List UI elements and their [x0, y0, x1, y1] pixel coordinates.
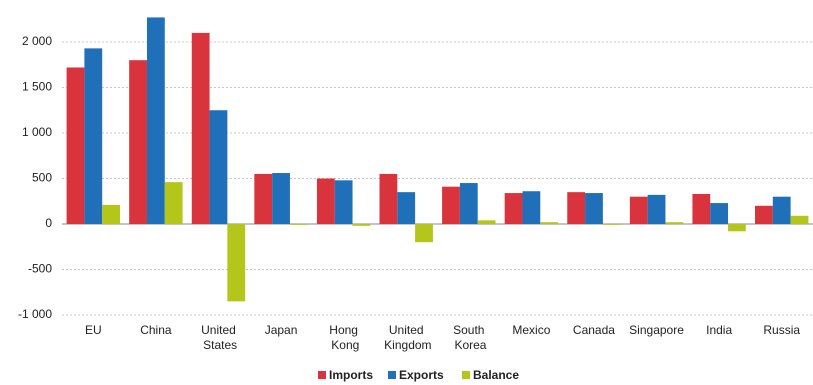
- legend-label: Balance: [473, 368, 519, 382]
- bar: [164, 182, 183, 224]
- x-tick-label: United States: [200, 323, 237, 352]
- bar: [209, 110, 228, 224]
- x-tick-label: China: [140, 323, 172, 337]
- legend-swatch: [318, 371, 326, 379]
- bar: [191, 32, 210, 225]
- bar: [442, 186, 460, 224]
- x-tick-label: EU: [85, 323, 102, 337]
- bar: [567, 192, 586, 224]
- bar: [790, 215, 809, 224]
- bar: [692, 193, 711, 224]
- bar: [397, 192, 416, 224]
- y-tick-label: -1 000: [18, 307, 52, 321]
- bar: [352, 224, 371, 226]
- bar: [585, 193, 603, 224]
- bar: [316, 178, 335, 224]
- x-tick-label: Singapore: [629, 323, 684, 337]
- bar: [129, 60, 147, 225]
- bar: [459, 183, 478, 224]
- bar: [540, 222, 559, 224]
- y-tick-label: 0: [45, 216, 52, 230]
- x-tick-label: Canada: [573, 323, 615, 337]
- bar: [522, 191, 541, 224]
- legend-swatch: [462, 371, 470, 379]
- bar: [602, 224, 621, 225]
- x-tick-label: India: [706, 323, 732, 337]
- y-tick-label: 1 000: [22, 125, 52, 139]
- bar: [379, 173, 398, 224]
- legend-label: Exports: [399, 368, 444, 382]
- bar: [334, 180, 353, 224]
- x-tick-label: Hong Kong: [328, 323, 359, 352]
- bar: [755, 205, 773, 224]
- legend-swatch: [388, 371, 396, 379]
- y-tick-label: 500: [32, 171, 52, 185]
- bar: [227, 224, 246, 302]
- bar: [289, 224, 308, 225]
- bar: [102, 204, 120, 224]
- bar: [477, 220, 496, 224]
- bar: [84, 48, 103, 225]
- bar: [647, 194, 666, 224]
- bar: [66, 67, 85, 224]
- bar: [728, 224, 746, 232]
- x-tick-label: United Kingdom: [381, 323, 432, 352]
- y-tick-label: 1 500: [22, 80, 52, 94]
- x-tick-label: Japan: [265, 323, 298, 337]
- bar: [665, 222, 684, 224]
- y-tick-label: 2 000: [22, 34, 52, 48]
- bar: [504, 193, 523, 224]
- legend-label: Imports: [329, 368, 373, 382]
- y-tick-label: -500: [28, 262, 52, 276]
- bar: [415, 224, 433, 243]
- bar: [772, 196, 791, 224]
- x-tick-label: Mexico: [512, 323, 550, 337]
- bar: [629, 196, 648, 224]
- bar: [710, 203, 729, 224]
- bar: [272, 173, 290, 224]
- bar: [146, 17, 165, 225]
- x-tick-label: Russia: [763, 323, 800, 337]
- x-tick-label: South Korea: [451, 323, 487, 352]
- bar: [254, 173, 273, 224]
